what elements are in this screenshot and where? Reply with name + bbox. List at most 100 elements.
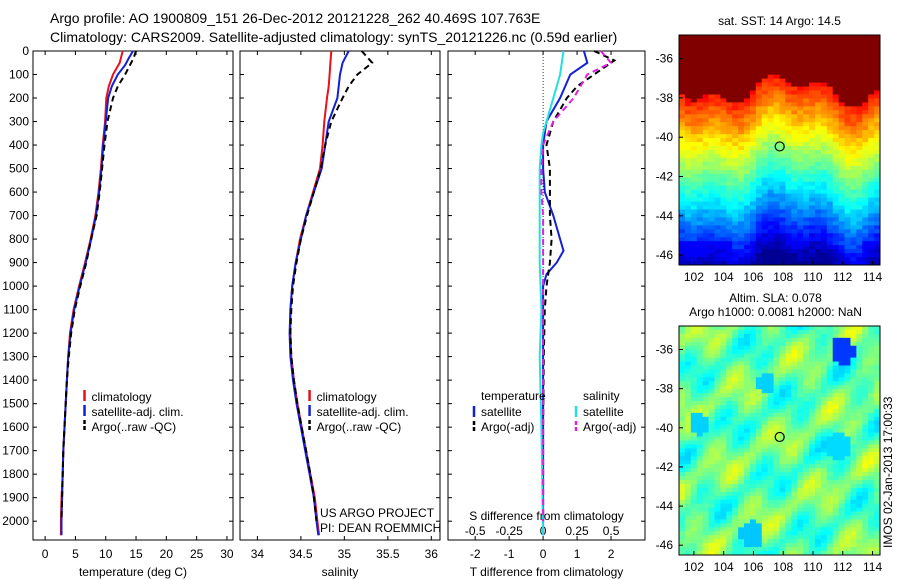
map-cell (809, 253, 816, 258)
map-cell (803, 114, 810, 119)
map-cell (761, 46, 769, 52)
map-cell (809, 326, 816, 331)
map-cell (679, 249, 686, 254)
map-cell (868, 98, 875, 103)
map-cell (803, 539, 810, 544)
map-cell (826, 94, 834, 99)
map-cell (779, 70, 786, 76)
map-cell (838, 326, 845, 331)
map-x-tick-label: 114 (863, 560, 882, 574)
map-cell (856, 62, 863, 68)
map-cell (708, 464, 715, 469)
map-cell (862, 424, 869, 430)
map-cell (832, 62, 840, 68)
map-cell (838, 157, 845, 163)
map-cell (744, 416, 751, 422)
map-cell (755, 543, 763, 548)
map-cell (738, 257, 745, 262)
map-cell (862, 213, 869, 218)
map-cell (749, 476, 757, 481)
map-cell (868, 523, 875, 528)
map-cell (856, 377, 863, 382)
map-cell (868, 249, 875, 254)
map-cell (749, 94, 757, 99)
map-cell (708, 58, 715, 64)
map-cell (844, 495, 851, 501)
map-cell (844, 46, 851, 52)
map-cell (803, 205, 810, 210)
map-cell (702, 341, 709, 347)
map-cell (850, 543, 857, 548)
map-cell (809, 118, 816, 123)
map-cell (738, 229, 745, 234)
map-cell (767, 249, 774, 254)
map-cell (720, 229, 727, 234)
map-cell (714, 122, 721, 127)
map-cell (720, 527, 727, 532)
map-cell (814, 393, 822, 398)
map-cell (696, 329, 704, 335)
map-cell (868, 197, 875, 202)
map-cell (797, 153, 804, 159)
map-x-tick-label: 106 (743, 270, 763, 284)
map-cell (767, 46, 774, 52)
map-cell (749, 420, 757, 426)
map-cell (708, 326, 715, 331)
map-cell (868, 229, 875, 234)
map-cell (856, 50, 863, 56)
map-cell (708, 201, 715, 206)
map-cell (714, 94, 721, 99)
map-cell (868, 385, 875, 390)
map-cell (791, 261, 798, 266)
map-cell (832, 349, 840, 355)
map-cell (708, 491, 715, 497)
map-cell (868, 50, 875, 56)
map-cell (720, 507, 727, 512)
map-cell (755, 507, 763, 512)
map-cell (779, 487, 786, 493)
map-cell (744, 523, 751, 528)
map-cell (791, 50, 798, 56)
map-cell (702, 257, 709, 262)
map-cell (726, 86, 733, 91)
map-cell (755, 389, 763, 394)
map-cell (690, 217, 698, 222)
map-cell (779, 428, 786, 434)
map-cell (696, 165, 704, 171)
map-cell (862, 428, 869, 434)
map-cell (826, 70, 834, 76)
map-x-tick-label: 102 (684, 270, 704, 284)
map-cell (850, 507, 857, 512)
map-cell (732, 42, 739, 48)
map-cell (755, 401, 763, 406)
map-cell (785, 535, 792, 540)
map-cell (850, 169, 857, 175)
map-cell (826, 253, 834, 258)
map-cell (684, 381, 692, 386)
map-cell (850, 118, 857, 123)
map-cell (714, 54, 721, 60)
map-cell (679, 150, 686, 155)
map-cell (749, 106, 757, 111)
map-cell (684, 464, 692, 469)
map-cell (755, 110, 763, 115)
map-cell (761, 341, 769, 347)
map-cell (844, 361, 851, 366)
map-cell (738, 50, 745, 56)
map-cell (732, 527, 739, 532)
map-cell (773, 456, 780, 461)
map-cell (726, 217, 733, 222)
map-cell (679, 381, 686, 386)
map-cell (797, 62, 804, 68)
map-cell (679, 142, 686, 147)
map-cell (761, 241, 769, 246)
map-cell (785, 397, 792, 402)
map-cell (791, 157, 798, 163)
map-cell (868, 515, 875, 520)
map-cell (690, 531, 698, 536)
map-cell (749, 245, 757, 250)
map-cell (684, 353, 692, 358)
map-cell (826, 78, 834, 83)
map-cell (726, 58, 733, 64)
map-cell (744, 495, 751, 501)
